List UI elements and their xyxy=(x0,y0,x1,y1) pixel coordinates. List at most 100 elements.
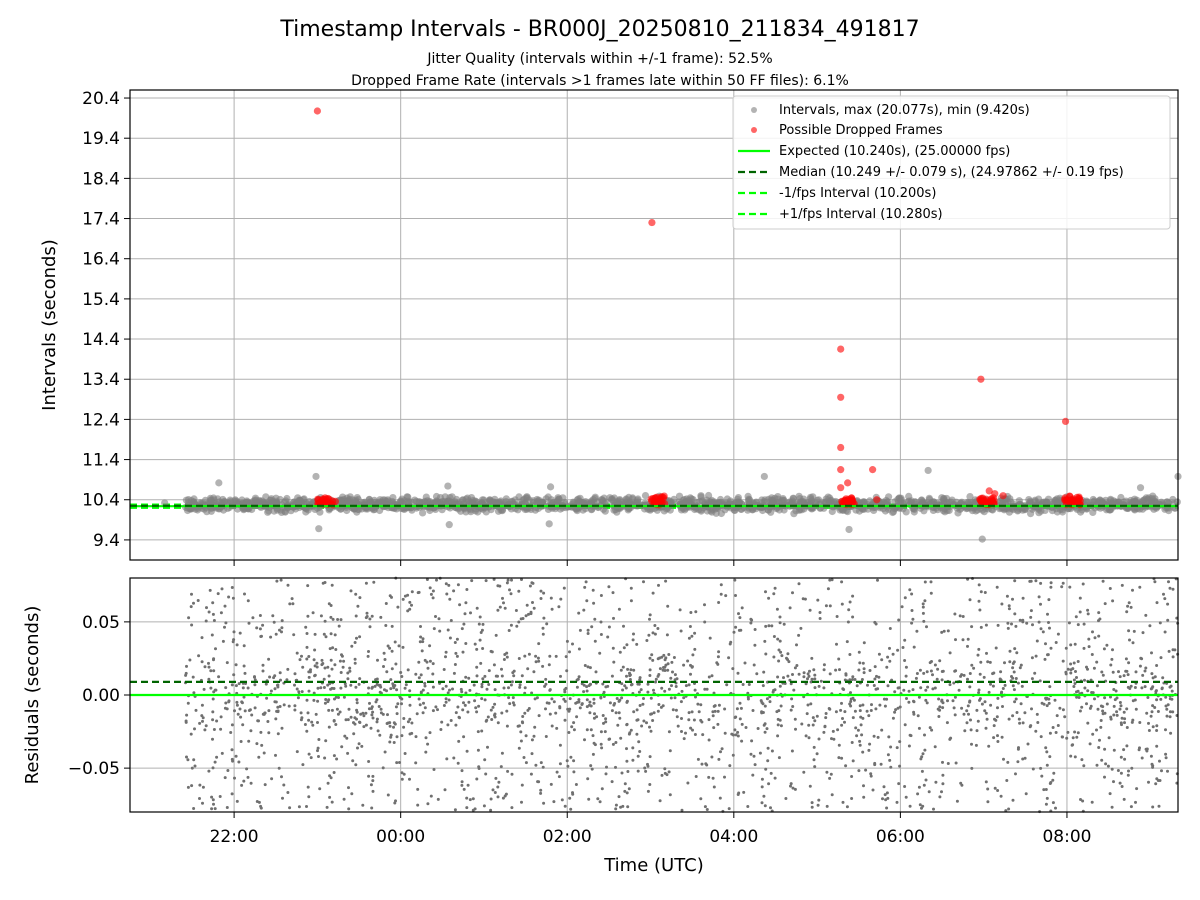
residual-point xyxy=(358,596,362,600)
residual-point xyxy=(941,706,945,710)
residual-point xyxy=(675,715,679,719)
residual-point xyxy=(1112,748,1116,752)
residual-point xyxy=(650,653,654,657)
residual-point xyxy=(1071,667,1075,671)
bottom-y-axis-label: Residuals (seconds) xyxy=(22,606,43,785)
residual-point xyxy=(519,617,523,621)
residual-point xyxy=(500,674,504,678)
residual-point xyxy=(968,685,972,689)
residual-point xyxy=(1014,677,1018,680)
residual-point xyxy=(1007,717,1011,721)
residual-point xyxy=(667,653,671,656)
interval-point xyxy=(1107,495,1115,503)
residual-point xyxy=(282,703,286,707)
residual-point xyxy=(1123,757,1127,761)
residual-point xyxy=(307,795,311,799)
residual-point xyxy=(737,791,741,795)
residual-point xyxy=(869,774,873,778)
residual-point xyxy=(1048,685,1052,689)
residual-point xyxy=(824,604,828,608)
residual-point xyxy=(1017,746,1020,750)
residual-point xyxy=(1076,623,1080,627)
residual-point xyxy=(454,711,458,715)
residual-point xyxy=(524,761,528,765)
interval-point xyxy=(462,508,470,516)
residual-point xyxy=(1095,728,1098,732)
residual-point xyxy=(360,744,364,748)
residual-point xyxy=(1030,707,1033,711)
residual-point xyxy=(1029,579,1033,583)
residual-point xyxy=(278,705,282,708)
residual-point xyxy=(1126,673,1130,677)
residual-point xyxy=(203,728,207,732)
residual-point xyxy=(1011,714,1015,718)
residual-point xyxy=(1088,742,1092,746)
residual-point xyxy=(868,742,872,746)
residual-point xyxy=(591,752,595,756)
residual-point xyxy=(575,700,579,704)
residual-point xyxy=(530,581,534,585)
residual-point xyxy=(615,697,619,700)
residual-point xyxy=(575,715,579,719)
residual-point xyxy=(1151,704,1155,708)
residual-point xyxy=(367,650,370,653)
residual-point xyxy=(353,641,357,644)
residual-point xyxy=(612,660,616,664)
residual-point xyxy=(306,584,310,588)
residual-point xyxy=(753,643,757,647)
residual-point xyxy=(1110,805,1114,809)
interval-point xyxy=(749,506,757,514)
residual-point xyxy=(885,791,889,795)
residual-point xyxy=(670,684,673,688)
residual-point xyxy=(500,667,503,671)
residual-point xyxy=(192,807,196,810)
residual-point xyxy=(860,678,864,681)
residual-point xyxy=(377,705,381,708)
residual-point xyxy=(544,735,548,738)
residual-point xyxy=(356,746,359,750)
residual-point xyxy=(356,604,360,608)
residual-point xyxy=(940,698,944,702)
residual-point xyxy=(386,793,390,797)
residual-point xyxy=(416,787,420,791)
residual-point xyxy=(862,671,866,675)
residual-point xyxy=(977,583,981,587)
residual-point xyxy=(716,662,720,666)
top-y-tick-label: 10.4 xyxy=(82,491,120,511)
residual-point xyxy=(1171,587,1175,591)
residual-point xyxy=(507,686,510,690)
residual-point xyxy=(761,684,765,688)
residual-point xyxy=(923,580,927,584)
residual-point xyxy=(410,721,414,725)
residual-point xyxy=(777,709,781,713)
residual-point xyxy=(374,700,378,704)
residual-point xyxy=(738,616,742,620)
residual-point xyxy=(288,806,292,810)
residual-point xyxy=(1108,792,1112,796)
residual-point xyxy=(637,690,641,694)
residual-point xyxy=(1158,759,1161,763)
residual-point xyxy=(207,677,211,681)
residual-point xyxy=(467,700,471,704)
residual-point xyxy=(1148,624,1152,628)
residual-point xyxy=(840,580,844,584)
residual-point xyxy=(883,793,887,797)
residual-point xyxy=(342,659,346,663)
residual-point xyxy=(230,683,234,687)
residual-point xyxy=(324,739,328,743)
interval-point xyxy=(296,497,304,505)
interval-point xyxy=(472,498,480,506)
residual-point xyxy=(473,642,477,646)
residual-point xyxy=(490,718,494,721)
residual-point xyxy=(730,732,734,736)
residual-point xyxy=(239,715,243,719)
residual-point xyxy=(596,797,600,801)
residual-point xyxy=(293,672,297,676)
residual-point xyxy=(912,700,916,704)
residual-point xyxy=(1061,659,1065,663)
residual-point xyxy=(839,708,843,712)
residual-point xyxy=(511,696,515,700)
residual-point xyxy=(510,578,513,582)
interval-point xyxy=(377,499,385,507)
residual-point xyxy=(1092,666,1096,670)
